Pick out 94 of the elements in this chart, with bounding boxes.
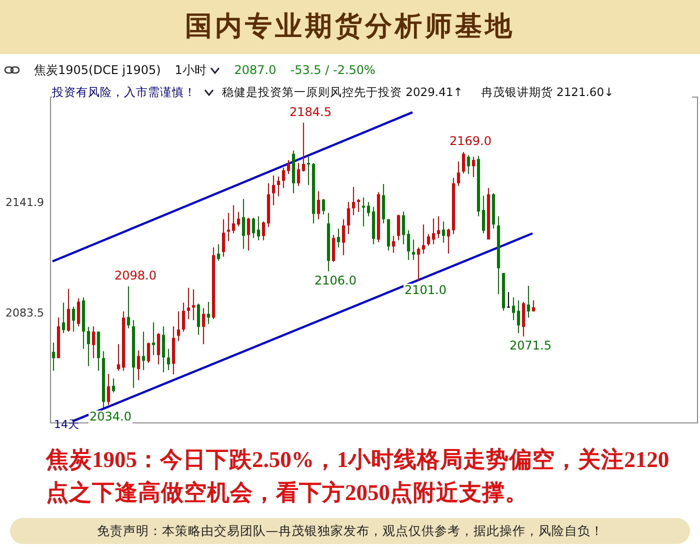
candlestick <box>367 202 370 217</box>
annotation: 2071.5 <box>510 338 552 353</box>
candlestick <box>92 326 95 359</box>
candlestick <box>117 344 120 372</box>
candlestick <box>67 288 70 332</box>
candlestick <box>142 331 145 371</box>
candlestick <box>147 342 150 364</box>
candlestick <box>217 244 220 262</box>
candlestick <box>242 198 245 250</box>
candlestick <box>432 218 435 245</box>
candlestick <box>137 350 140 381</box>
y-tick-label: 2083.5 <box>6 306 44 320</box>
candlestick <box>462 152 465 174</box>
candlestick <box>197 303 200 336</box>
annotation: 2101.0 <box>404 282 446 297</box>
candlestick <box>522 301 525 338</box>
candlestick <box>517 300 520 334</box>
candlestick <box>252 217 255 238</box>
text: 2087.0 <box>234 62 276 79</box>
candlestick <box>62 302 65 334</box>
candlestick <box>232 204 235 234</box>
text: 1小时 <box>174 62 208 79</box>
candlestick <box>182 302 185 332</box>
candlestick <box>392 235 395 254</box>
candlestick <box>527 285 530 318</box>
candlestick <box>297 162 300 186</box>
candlestick <box>287 159 290 174</box>
candlestick <box>447 228 450 254</box>
y-tick-label: 2141.9 <box>6 196 44 210</box>
candlestick <box>412 239 415 260</box>
candlestick <box>512 296 515 321</box>
candlestick <box>187 287 190 320</box>
annotation: 稳健是投资第一原则风控先于投资 2029.41↑ <box>222 85 463 100</box>
candlestick <box>72 306 75 332</box>
candlestick <box>302 122 305 172</box>
annotation: 14天 <box>54 417 79 432</box>
candlestick <box>352 186 355 216</box>
candlestick <box>332 234 335 262</box>
candlestick <box>222 218 225 258</box>
candlestick <box>282 167 285 188</box>
candlestick <box>157 332 160 365</box>
annotation: 2106.0 <box>314 273 356 288</box>
candlestick <box>277 176 280 197</box>
candlestick <box>417 246 420 282</box>
candlestick <box>407 230 410 260</box>
candlestick <box>422 224 425 254</box>
candlestick <box>262 220 265 241</box>
candlestick <box>337 228 340 248</box>
text: 焦炭1905(DCE j1905) <box>34 62 161 79</box>
annotation: 2034.0 <box>90 410 132 424</box>
candlestick <box>227 212 230 242</box>
candlestick <box>507 292 510 308</box>
chart-title: 国内专业期货分析师基地 <box>0 0 700 54</box>
annotation: 2169.0 <box>450 134 492 148</box>
candlestick <box>177 310 180 342</box>
candlestick <box>87 326 90 367</box>
candlestick <box>342 218 345 256</box>
candlestick <box>427 233 430 246</box>
candlestick <box>202 308 205 345</box>
annotation: 冉茂银讲期货 2121.60↓ <box>480 85 614 100</box>
candlestick <box>272 175 275 206</box>
candlestick <box>107 373 110 406</box>
candlestick <box>317 190 320 220</box>
candlestick <box>307 156 310 186</box>
annotation: 投资有风险，入市需谨慎！ <box>52 85 196 100</box>
text: -53.5 / -2.50% <box>290 62 376 79</box>
candlestick <box>207 301 210 324</box>
candlestick <box>237 212 240 227</box>
candlestick <box>247 217 250 251</box>
candlestick <box>192 288 195 321</box>
candlestick <box>532 300 535 312</box>
text: 焦炭1905：今日下跌2.50%，1小时线格局走势偏空，关注2120点之下逢高做空机会，看下方2050点附近支撑。 <box>46 446 670 507</box>
candlestick <box>397 214 400 241</box>
candlestick <box>152 322 155 356</box>
candlestick <box>442 220 445 244</box>
candlestick <box>482 195 485 234</box>
candlestick <box>112 378 115 394</box>
candlestick <box>127 286 130 329</box>
annotation: 2098.0 <box>114 268 156 283</box>
candlestick <box>437 216 440 238</box>
candlestick <box>347 202 350 234</box>
candlestick <box>322 198 325 215</box>
candlestick <box>77 298 80 327</box>
candlestick <box>357 198 360 213</box>
text: 免责声明：本策略由交易团队—冉茂银独家发布，观点仅供参考，据此操作，风险自负！ <box>10 518 690 544</box>
candlestick <box>162 326 165 373</box>
annotation: 2184.5 <box>290 104 332 119</box>
candlestick <box>457 161 460 186</box>
candlestick <box>257 216 260 241</box>
candlestick <box>467 154 470 174</box>
candlestick <box>472 156 475 178</box>
candlestick <box>167 348 170 371</box>
candlestick <box>402 210 405 245</box>
candlestick <box>52 342 55 372</box>
